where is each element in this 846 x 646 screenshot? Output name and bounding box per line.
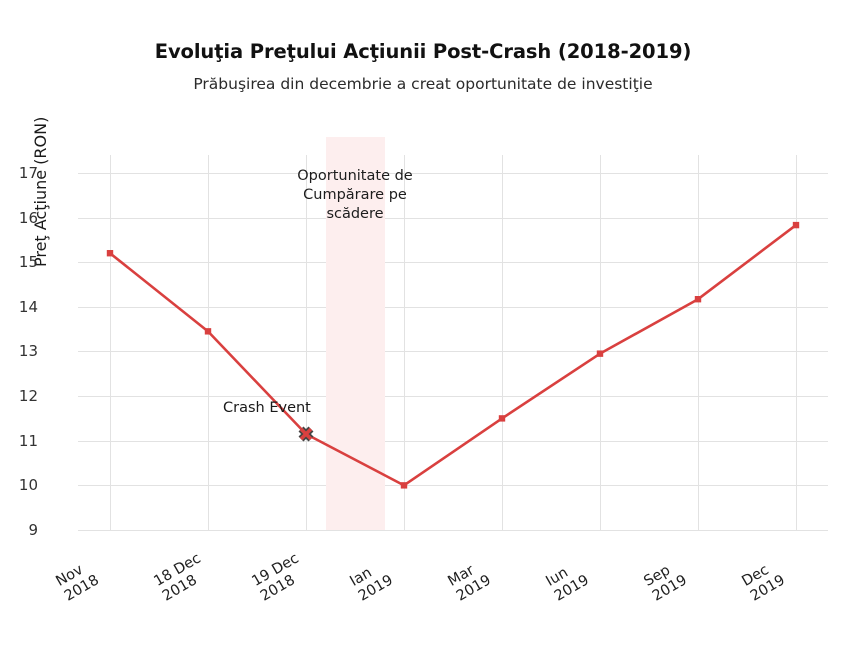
gridline-horizontal — [78, 485, 828, 487]
price-line — [108, 223, 798, 487]
price-line-series — [106, 221, 800, 489]
x-axis-tick-label: Ian 2019 — [347, 541, 425, 605]
gridline-vertical — [208, 155, 209, 530]
data-point-marker — [792, 221, 800, 229]
data-point-marker — [204, 328, 212, 335]
data-point-marker — [106, 250, 114, 257]
gridline-horizontal — [78, 440, 828, 442]
x-axis-tick-label: Sep 2019 — [641, 541, 719, 605]
buy-opportunity-annotation-line: Cumpărare pe — [303, 187, 407, 203]
gridline-horizontal — [78, 306, 828, 308]
gridline-vertical — [502, 155, 503, 530]
buy-opportunity-annotation-line: scădere — [326, 206, 384, 222]
y-axis-tick-label: 16 — [18, 208, 38, 227]
x-axis-tick-label: Iun 2019 — [543, 541, 621, 605]
data-point-marker — [400, 482, 408, 489]
data-point-marker — [596, 350, 604, 357]
crash-event-marker — [298, 426, 314, 442]
gridline-horizontal — [78, 217, 828, 219]
x-axis-tick-label: Nov 2018 — [53, 541, 131, 605]
y-axis-title: Preţ Acţiune (RON) — [31, 116, 50, 267]
data-point-marker — [694, 296, 702, 303]
y-axis-tick-label: 12 — [18, 387, 38, 406]
y-axis-tick-label: 17 — [18, 163, 38, 182]
data-point-marker — [498, 415, 506, 422]
plot-area: Preţ Acţiune (RON) 9 10 11 12 13 14 15 16 17 Nov… — [19, 117, 828, 605]
y-axis-tick-label: 11 — [18, 431, 38, 450]
gridline-horizontal — [78, 262, 828, 264]
gridline-horizontal — [78, 396, 828, 398]
buy-opportunity-annotation: Oportunitate de Cumpărare pe scădere — [265, 167, 445, 224]
buy-opportunity-band — [325, 137, 385, 530]
x-axis-tick-label: Mar 2019 — [445, 541, 523, 605]
gridline-horizontal — [78, 530, 828, 531]
gridline-vertical — [306, 155, 307, 530]
gridline-vertical — [796, 155, 797, 530]
x-axis-tick-label: 19 Dec 2018 — [249, 541, 327, 605]
gridline-horizontal — [78, 172, 828, 174]
crash-event-label: Crash Event — [223, 400, 311, 417]
x-axis-tick-label: 18 Dec 2018 — [151, 541, 229, 605]
y-axis-tick-label: 9 — [28, 521, 38, 539]
chart-subtitle: Prăbuşirea din decembrie a creat oportun… — [193, 75, 653, 93]
page-title: Evoluţia Preţului Acţiunii Post-Crash (2… — [154, 40, 692, 63]
y-axis-tick-label: 13 — [18, 342, 38, 361]
y-axis-tick-label: 14 — [18, 297, 38, 316]
gridline-vertical — [600, 155, 601, 530]
gridline-vertical — [110, 155, 111, 530]
y-axis-tick-label: 15 — [18, 253, 38, 272]
y-axis-tick-label: 10 — [18, 476, 38, 495]
x-axis-tick-label: Dec 2019 — [739, 541, 817, 605]
gridline-vertical — [404, 155, 405, 530]
buy-opportunity-annotation-line: Oportunitate de — [297, 168, 413, 184]
gridline-horizontal — [78, 351, 828, 353]
gridline-vertical — [698, 155, 699, 530]
